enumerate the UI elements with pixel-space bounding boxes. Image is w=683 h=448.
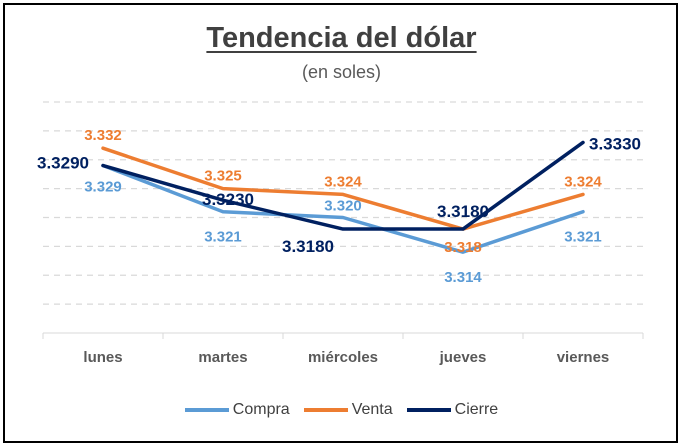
legend-item-venta: Venta — [303, 401, 393, 419]
data-label-compra: 3.314 — [444, 269, 482, 286]
data-label-compra: 3.321 — [204, 229, 242, 246]
x-tick-label: lunes — [83, 349, 122, 366]
chart-subtitle: (en soles) — [301, 62, 382, 82]
legend-label-cierre: Cierre — [454, 401, 499, 418]
chart-title: Tendencia del dólar — [206, 22, 477, 54]
series-line-cierre — [101, 140, 585, 231]
data-label-venta: 3.324 — [324, 173, 362, 190]
legend-swatch-cierre — [406, 408, 451, 412]
data-label-cierre: 3.3330 — [589, 134, 641, 153]
data-label-compra: 3.321 — [564, 229, 602, 246]
data-label-compra: 3.329 — [84, 179, 122, 196]
data-label-compra: 3.320 — [324, 198, 362, 215]
x-tick-label: jueves — [439, 349, 487, 366]
chart-legend: Compra Venta Cierre — [0, 401, 683, 419]
legend-label-venta: Venta — [351, 401, 393, 418]
x-tick-label: viernes — [557, 349, 610, 366]
legend-swatch-compra — [184, 408, 229, 412]
legend-item-cierre: Cierre — [406, 401, 499, 419]
data-label-venta: 3.325 — [204, 168, 242, 185]
chart-frame — [3, 3, 678, 443]
legend-item-compra: Compra — [184, 401, 290, 419]
data-label-venta: 3.332 — [84, 127, 122, 144]
series-line-compra — [101, 163, 585, 254]
data-label-cierre: 3.3180 — [282, 237, 334, 256]
data-label-cierre: 3.3230 — [202, 190, 254, 209]
series-line-venta — [101, 146, 585, 231]
legend-swatch-venta — [303, 408, 348, 412]
data-label-venta: 3.318 — [444, 239, 482, 256]
data-label-venta: 3.324 — [564, 173, 602, 190]
x-tick-label: martes — [198, 349, 247, 366]
data-label-cierre: 3.3180 — [437, 202, 489, 221]
data-label-cierre: 3.3290 — [37, 154, 89, 173]
x-tick-label: miércoles — [308, 349, 378, 366]
legend-label-compra: Compra — [232, 401, 290, 418]
